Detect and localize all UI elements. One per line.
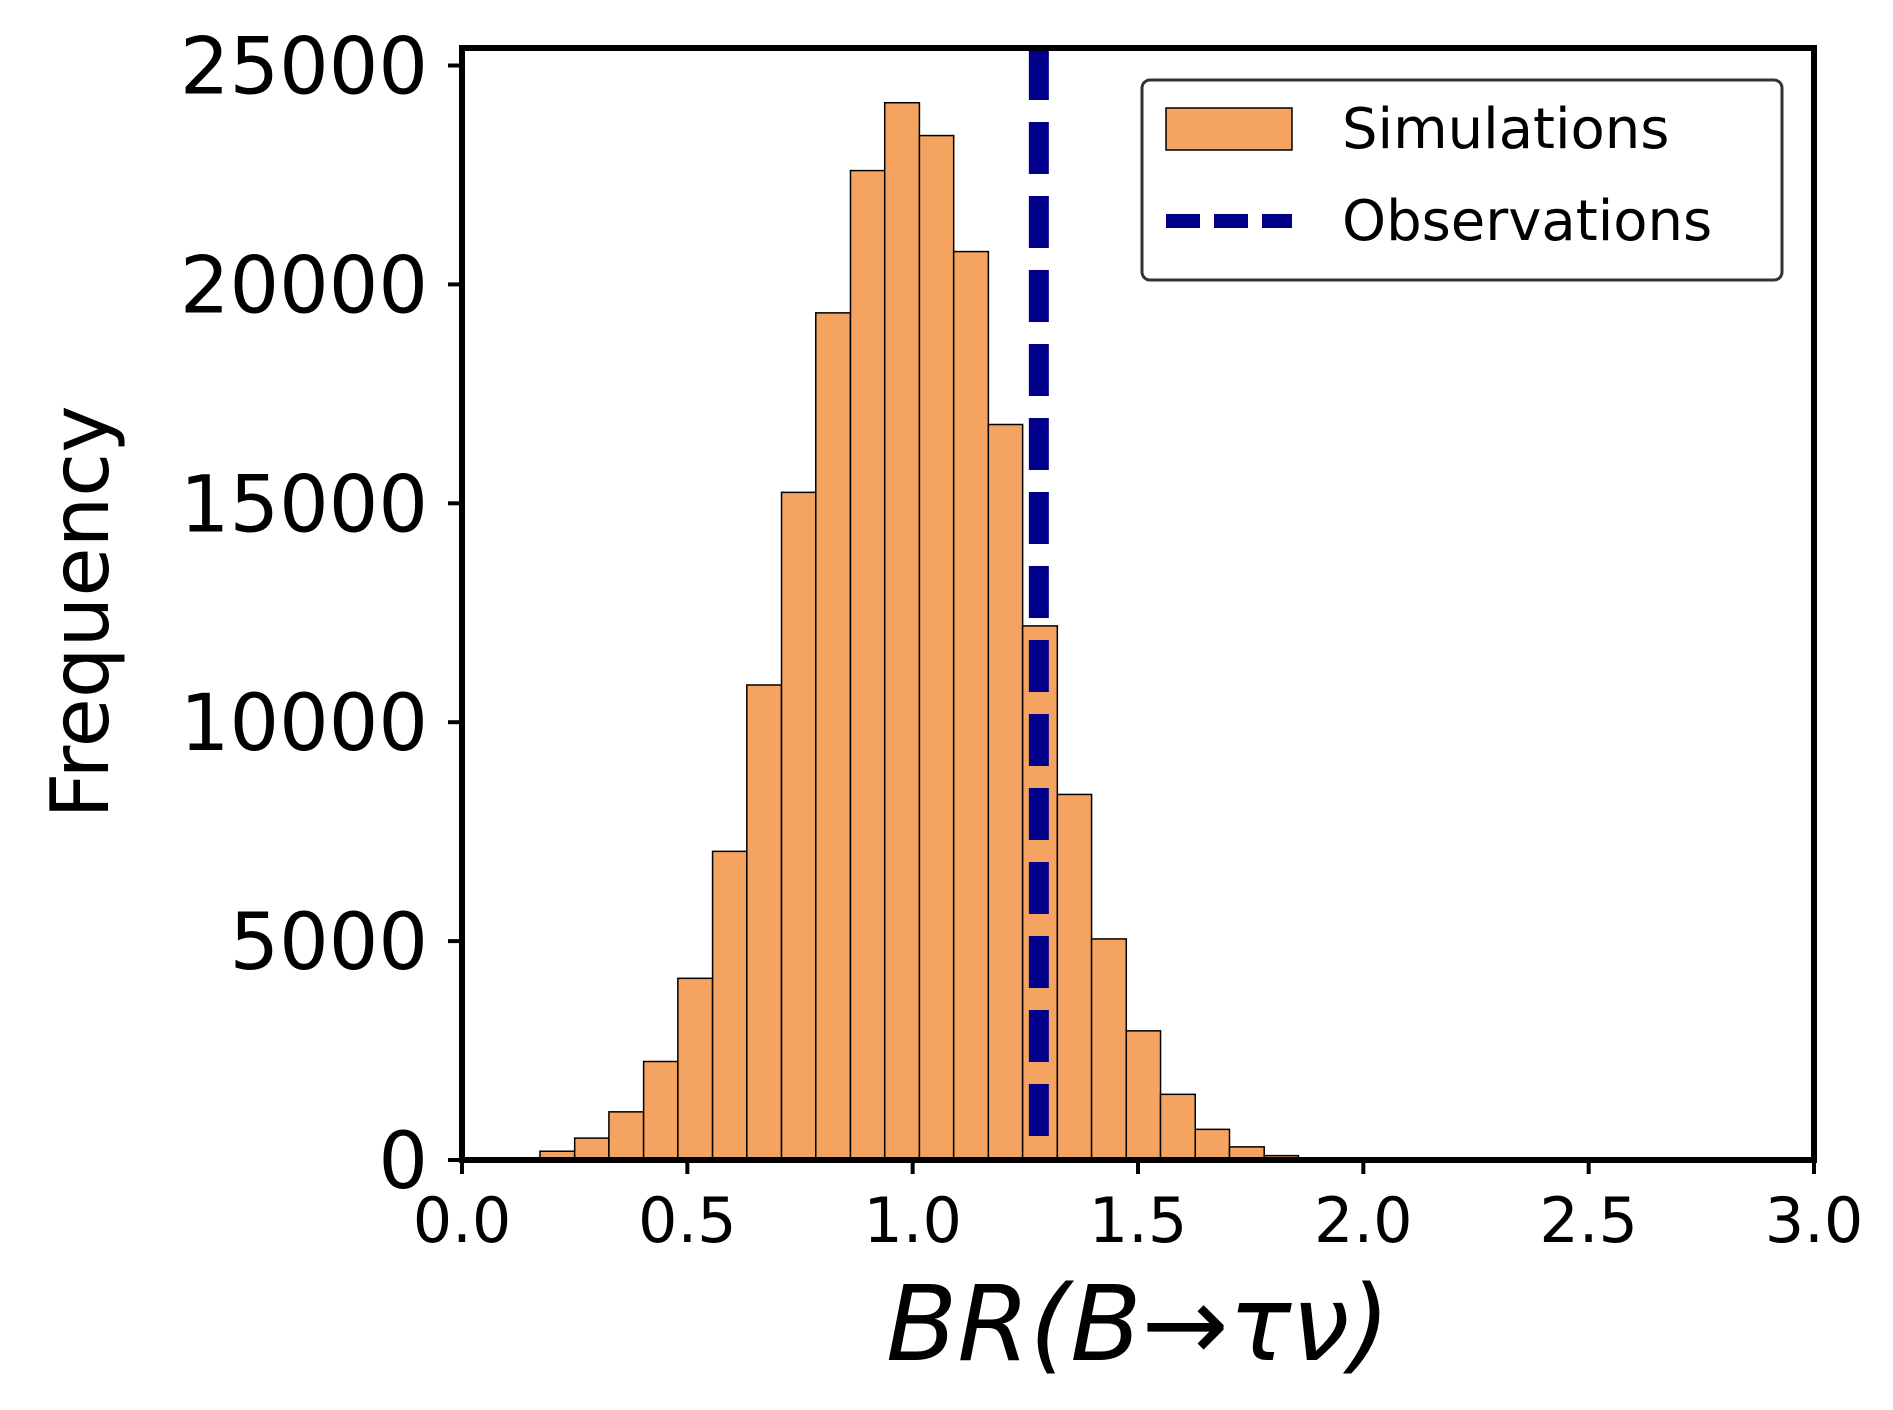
histogram-bar <box>780 491 817 1161</box>
histogram-bar <box>746 684 783 1161</box>
y-tick-label: 0 <box>378 1117 428 1207</box>
legend-box <box>1140 78 1784 282</box>
x-tick-label: 1.0 <box>863 1184 962 1257</box>
legend: Simulations Observations <box>1140 78 1784 282</box>
x-tick-label: 2.5 <box>1539 1184 1638 1257</box>
x-axis-title: BR(B→τν) <box>886 1263 1390 1385</box>
histogram-bar <box>1159 1093 1196 1161</box>
legend-label-observations: Observations <box>1342 189 1712 254</box>
y-tick-label: 5000 <box>229 898 428 988</box>
histogram-bar <box>1194 1128 1231 1161</box>
histogram-bar <box>642 1060 679 1161</box>
histogram-bar <box>573 1137 610 1161</box>
y-tick-label: 20000 <box>180 241 428 331</box>
histogram-bar <box>608 1111 645 1161</box>
histogram-bar <box>987 423 1024 1161</box>
plot-area: 0.0 0.5 1.0 1.5 2.0 2.5 3.0 0 5000 10000 15000 200… <box>180 23 1863 1257</box>
histogram-bar <box>952 250 990 1161</box>
x-tick-label: 2.0 <box>1314 1184 1413 1257</box>
x-tick-label: 3.0 <box>1765 1184 1864 1257</box>
legend-swatch-simulations <box>1165 107 1293 151</box>
y-tick-label: 25000 <box>180 23 428 113</box>
histogram-bars <box>504 101 1334 1161</box>
histogram-bar <box>918 134 955 1161</box>
histogram-bar <box>883 101 921 1161</box>
x-tick-label: 1.5 <box>1089 1184 1188 1257</box>
y-tick-label: 15000 <box>180 460 428 550</box>
histogram-bar <box>815 312 852 1161</box>
y-axis-ticks: 0 5000 10000 15000 20000 25000 <box>180 23 462 1207</box>
legend-label-simulations: Simulations <box>1342 97 1669 162</box>
histogram-bar <box>677 977 714 1161</box>
x-tick-label: 0.5 <box>638 1184 737 1257</box>
y-tick-label: 10000 <box>180 679 428 769</box>
histogram-bar <box>849 169 886 1161</box>
histogram-bar <box>1090 938 1128 1161</box>
histogram-bar <box>711 850 748 1161</box>
histogram-bar <box>1056 793 1093 1161</box>
histogram-bar <box>1125 1030 1162 1161</box>
y-axis-title: Frequency <box>34 405 127 818</box>
x-tick-label: 0.0 <box>413 1184 512 1257</box>
x-axis-ticks: 0.0 0.5 1.0 1.5 2.0 2.5 3.0 <box>413 1160 1864 1257</box>
